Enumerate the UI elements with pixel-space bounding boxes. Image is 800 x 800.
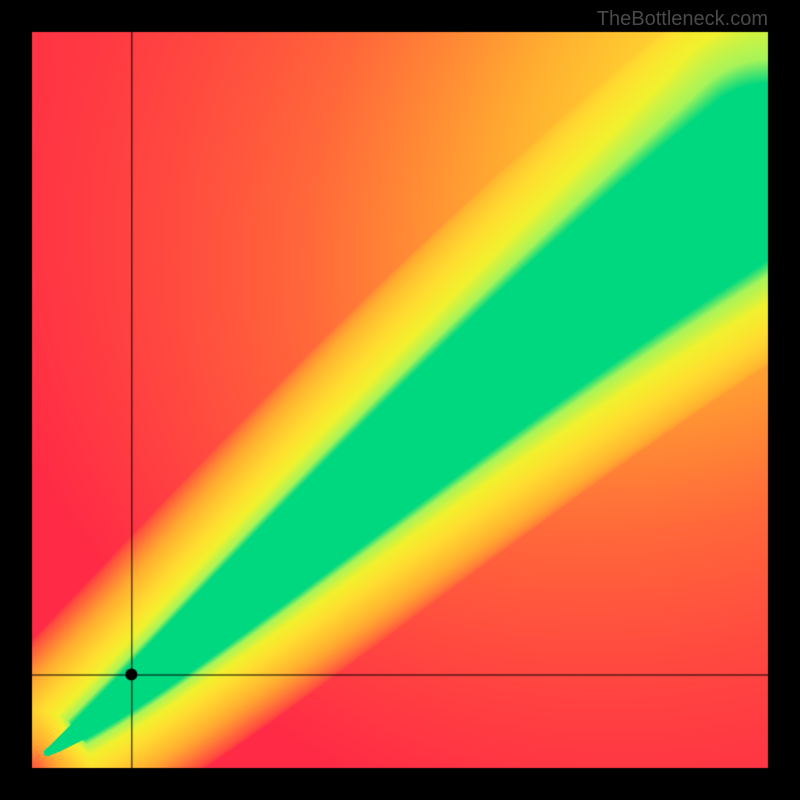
watermark-text: TheBottleneck.com (597, 8, 768, 31)
bottleneck-heatmap (0, 0, 800, 800)
